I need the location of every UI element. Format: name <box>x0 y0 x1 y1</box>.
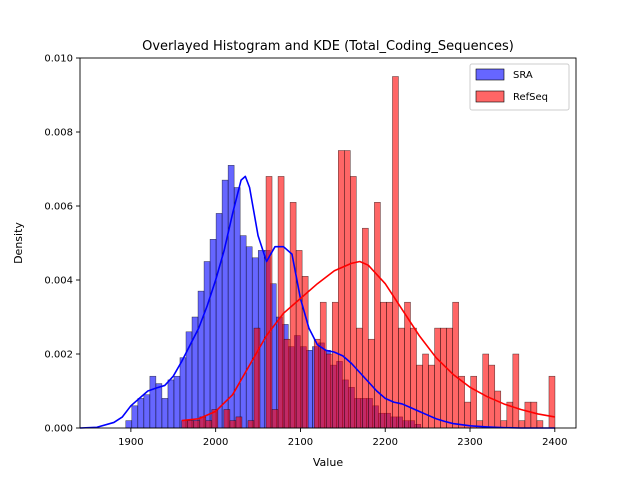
bar-sra <box>125 420 133 429</box>
bar-refseq <box>464 401 471 429</box>
bar-refseq <box>319 301 327 429</box>
bar-refseq <box>187 420 195 429</box>
bar-sra <box>197 290 205 429</box>
axes: 1900 2000 2100 2200 2300 2400 0.000 0.002 0.004 0… <box>44 54 577 448</box>
bar-refseq <box>325 353 333 429</box>
bar-sra <box>161 398 169 429</box>
x-tick-label: 2000 <box>203 437 228 448</box>
bar-sra <box>167 379 175 429</box>
plot-area <box>79 76 556 429</box>
legend-label-sra: SRA <box>513 70 533 81</box>
bar-refseq <box>247 420 255 429</box>
bar-sra <box>173 375 181 429</box>
x-axis-title: Value <box>313 456 343 469</box>
bar-refseq <box>235 416 243 429</box>
bar-refseq <box>428 364 435 429</box>
bar-sra <box>149 375 157 429</box>
y-tick-label: 0.008 <box>44 128 73 139</box>
bar-refseq <box>446 327 453 429</box>
bar-refseq <box>494 390 502 429</box>
bar-sra <box>221 179 229 429</box>
legend: SRA RefSeq <box>469 63 570 111</box>
bar-refseq <box>223 409 231 429</box>
bar-refseq <box>205 420 213 429</box>
bar-refseq <box>229 420 237 429</box>
legend-swatch-refseq <box>475 90 505 103</box>
x-tick-label: 2100 <box>288 437 313 448</box>
kde-line-refseq <box>181 260 555 422</box>
chart-title: Overlayed Histogram and KDE (Total_Codin… <box>142 39 514 54</box>
y-tick-label: 0.006 <box>44 202 73 213</box>
bar-refseq <box>518 420 526 429</box>
bar-refseq <box>392 76 399 429</box>
bar-refseq <box>271 409 279 429</box>
bar-refseq <box>470 375 477 429</box>
bar-refseq <box>350 176 357 429</box>
y-axis-title: Density <box>12 222 25 264</box>
x-tick-label: 2300 <box>457 437 482 448</box>
bar-sra <box>239 235 247 429</box>
bar-refseq <box>181 420 189 429</box>
x-tick-label: 2400 <box>542 437 567 448</box>
bar-refseq <box>277 176 285 429</box>
bar-sra <box>245 246 253 429</box>
bar-sra <box>209 239 217 429</box>
bar-refseq <box>482 353 490 429</box>
bar-refseq <box>386 301 393 429</box>
x-tick-label: 1900 <box>118 437 143 448</box>
bar-refseq <box>331 301 339 429</box>
y-tick-label: 0.000 <box>44 424 73 435</box>
bar-refseq <box>313 338 321 429</box>
axes-frame <box>79 57 577 429</box>
bar-refseq <box>458 375 465 429</box>
bar-sra <box>215 213 223 429</box>
bar-sra <box>179 357 187 429</box>
bar-refseq <box>488 364 496 429</box>
bar-sra <box>131 405 139 429</box>
legend-label-refseq: RefSeq <box>513 92 548 103</box>
bar-refseq <box>548 375 556 429</box>
bar-refseq <box>452 301 459 429</box>
bar-refseq <box>440 327 447 429</box>
bar-refseq <box>398 327 405 429</box>
bar-refseq <box>512 353 520 429</box>
bar-refseq <box>193 420 201 429</box>
bar-refseq <box>410 327 417 429</box>
bar-refseq <box>283 338 291 429</box>
bar-sra <box>155 383 163 429</box>
bar-refseq <box>301 276 309 429</box>
bar-refseq <box>422 353 429 429</box>
bar-refseq <box>338 150 345 429</box>
bar-refseq <box>530 401 538 429</box>
bar-refseq <box>380 301 387 429</box>
x-tick-label: 2200 <box>373 437 398 448</box>
kde-line-sra <box>79 175 555 429</box>
bar-sra <box>227 165 235 429</box>
bar-refseq <box>524 401 532 429</box>
bar-refseq <box>253 327 261 429</box>
bar-refseq <box>265 176 273 429</box>
y-tick-label: 0.004 <box>44 276 73 287</box>
bar-sra <box>143 394 151 429</box>
bar-refseq <box>434 327 441 429</box>
bar-refseq <box>536 420 544 429</box>
bar-refseq <box>289 202 297 429</box>
y-tick-label: 0.002 <box>44 350 73 361</box>
legend-swatch-sra <box>475 68 505 81</box>
y-tick-label: 0.010 <box>44 54 73 65</box>
bar-sra <box>203 261 211 429</box>
bar-refseq <box>344 150 351 429</box>
bar-refseq <box>362 227 369 429</box>
bar-sra <box>137 398 145 429</box>
bar-refseq <box>356 327 363 429</box>
bar-refseq <box>416 364 423 429</box>
